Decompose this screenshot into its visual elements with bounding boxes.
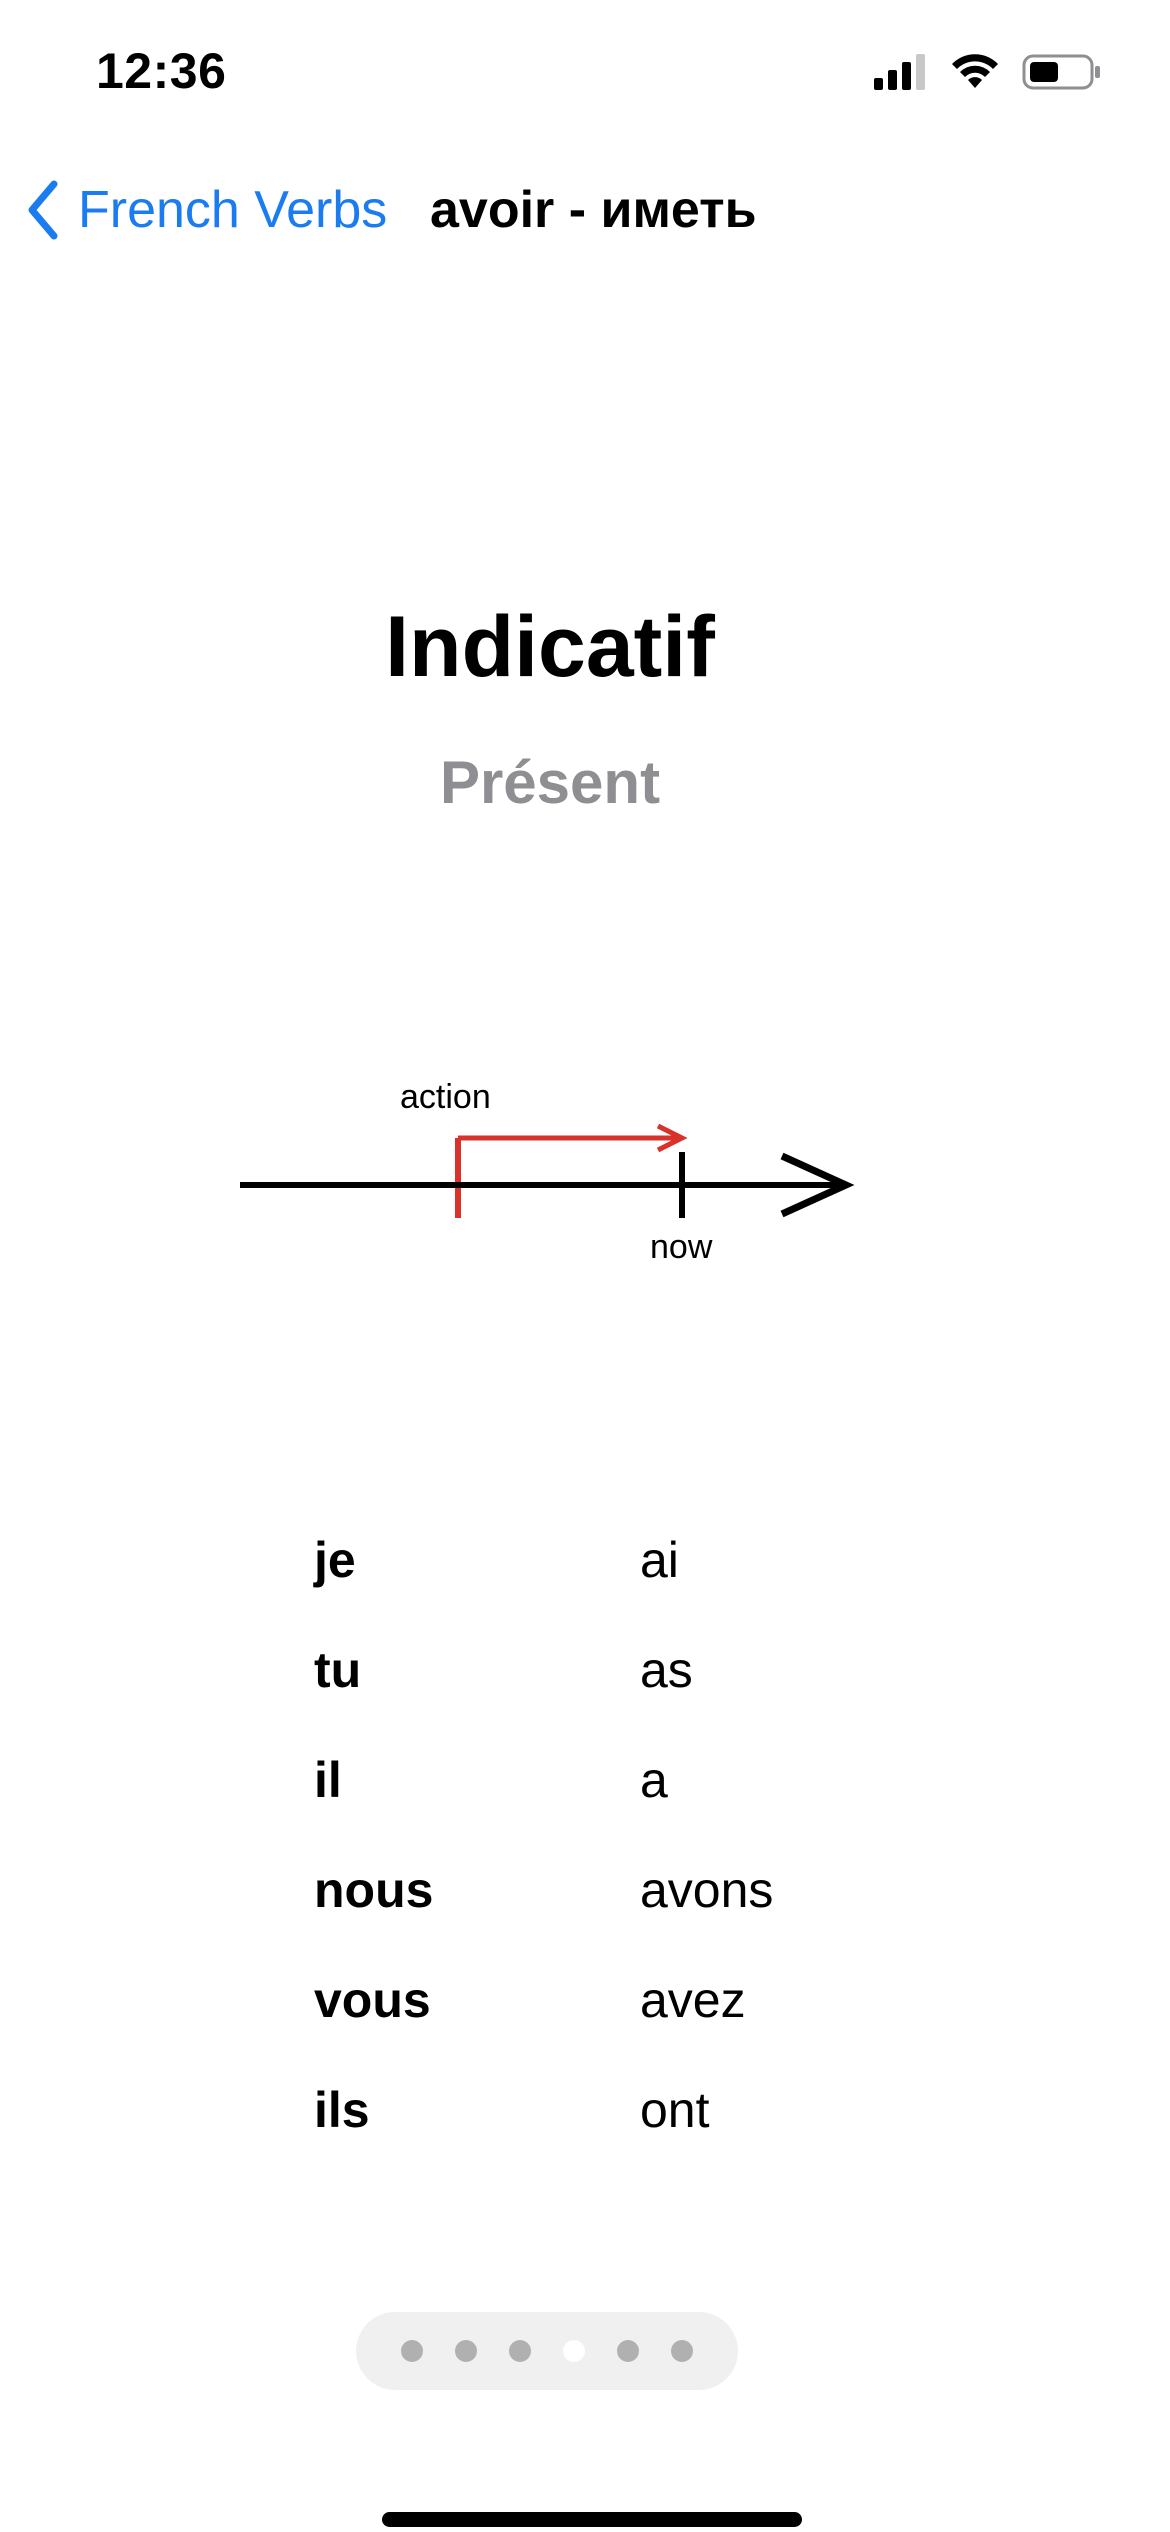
back-button-label: French Verbs bbox=[78, 181, 388, 239]
conjugation-table: je ai tu as il a nous avons vous avez il… bbox=[314, 1505, 1014, 2165]
verb-form: avons bbox=[640, 1862, 774, 1918]
conjugation-row: il a bbox=[314, 1725, 1014, 1835]
page-dot-4[interactable] bbox=[563, 2340, 585, 2362]
pronoun: vous bbox=[314, 1972, 431, 2028]
page-indicator[interactable] bbox=[356, 2312, 738, 2390]
conjugation-row: nous avons bbox=[314, 1835, 1014, 1945]
status-icons bbox=[872, 52, 1102, 92]
verb-form: ai bbox=[640, 1532, 679, 1588]
back-button[interactable]: French Verbs bbox=[26, 170, 387, 250]
pronoun: tu bbox=[314, 1642, 362, 1698]
timeline-axis-arrowhead bbox=[780, 1152, 855, 1218]
verb-form: as bbox=[640, 1642, 693, 1698]
conjugation-row: ils ont bbox=[314, 2055, 1014, 2165]
pronoun: ils bbox=[314, 2082, 370, 2138]
tense-title: Présent bbox=[439, 749, 661, 816]
page-dot-6[interactable] bbox=[671, 2340, 693, 2362]
pronoun: il bbox=[314, 1752, 342, 1808]
verb-form: a bbox=[640, 1752, 668, 1808]
conjugation-row: tu as bbox=[314, 1615, 1014, 1725]
timeline-now-label: now bbox=[650, 1228, 713, 1266]
verb-form: ont bbox=[640, 2082, 710, 2138]
conjugation-row: vous avez bbox=[314, 1945, 1014, 2055]
wifi-icon bbox=[952, 54, 998, 88]
pronoun: je bbox=[314, 1532, 356, 1588]
battery-icon bbox=[1022, 54, 1100, 90]
timeline-action-arrowhead bbox=[656, 1123, 688, 1153]
cellular-signal-icon bbox=[874, 54, 925, 90]
timeline-action-label: action bbox=[400, 1078, 491, 1116]
status-time: 12:36 bbox=[96, 43, 227, 99]
nav-title: avoir - иметь bbox=[430, 181, 757, 239]
conjugation-row: je ai bbox=[314, 1505, 1014, 1615]
page-dot-2[interactable] bbox=[455, 2340, 477, 2362]
verb-form: avez bbox=[640, 1972, 746, 2028]
page-dot-1[interactable] bbox=[401, 2340, 423, 2362]
mood-title: Indicatif bbox=[385, 599, 715, 695]
home-indicator[interactable] bbox=[382, 2512, 802, 2527]
page-dot-5[interactable] bbox=[617, 2340, 639, 2362]
page-dot-3[interactable] bbox=[509, 2340, 531, 2362]
tense-timeline-diagram: action now bbox=[240, 1078, 855, 1266]
chevron-left-icon bbox=[28, 180, 58, 240]
navigation-bar: French Verbs avoir - иметь bbox=[0, 170, 1170, 250]
pronoun: nous bbox=[314, 1862, 434, 1918]
